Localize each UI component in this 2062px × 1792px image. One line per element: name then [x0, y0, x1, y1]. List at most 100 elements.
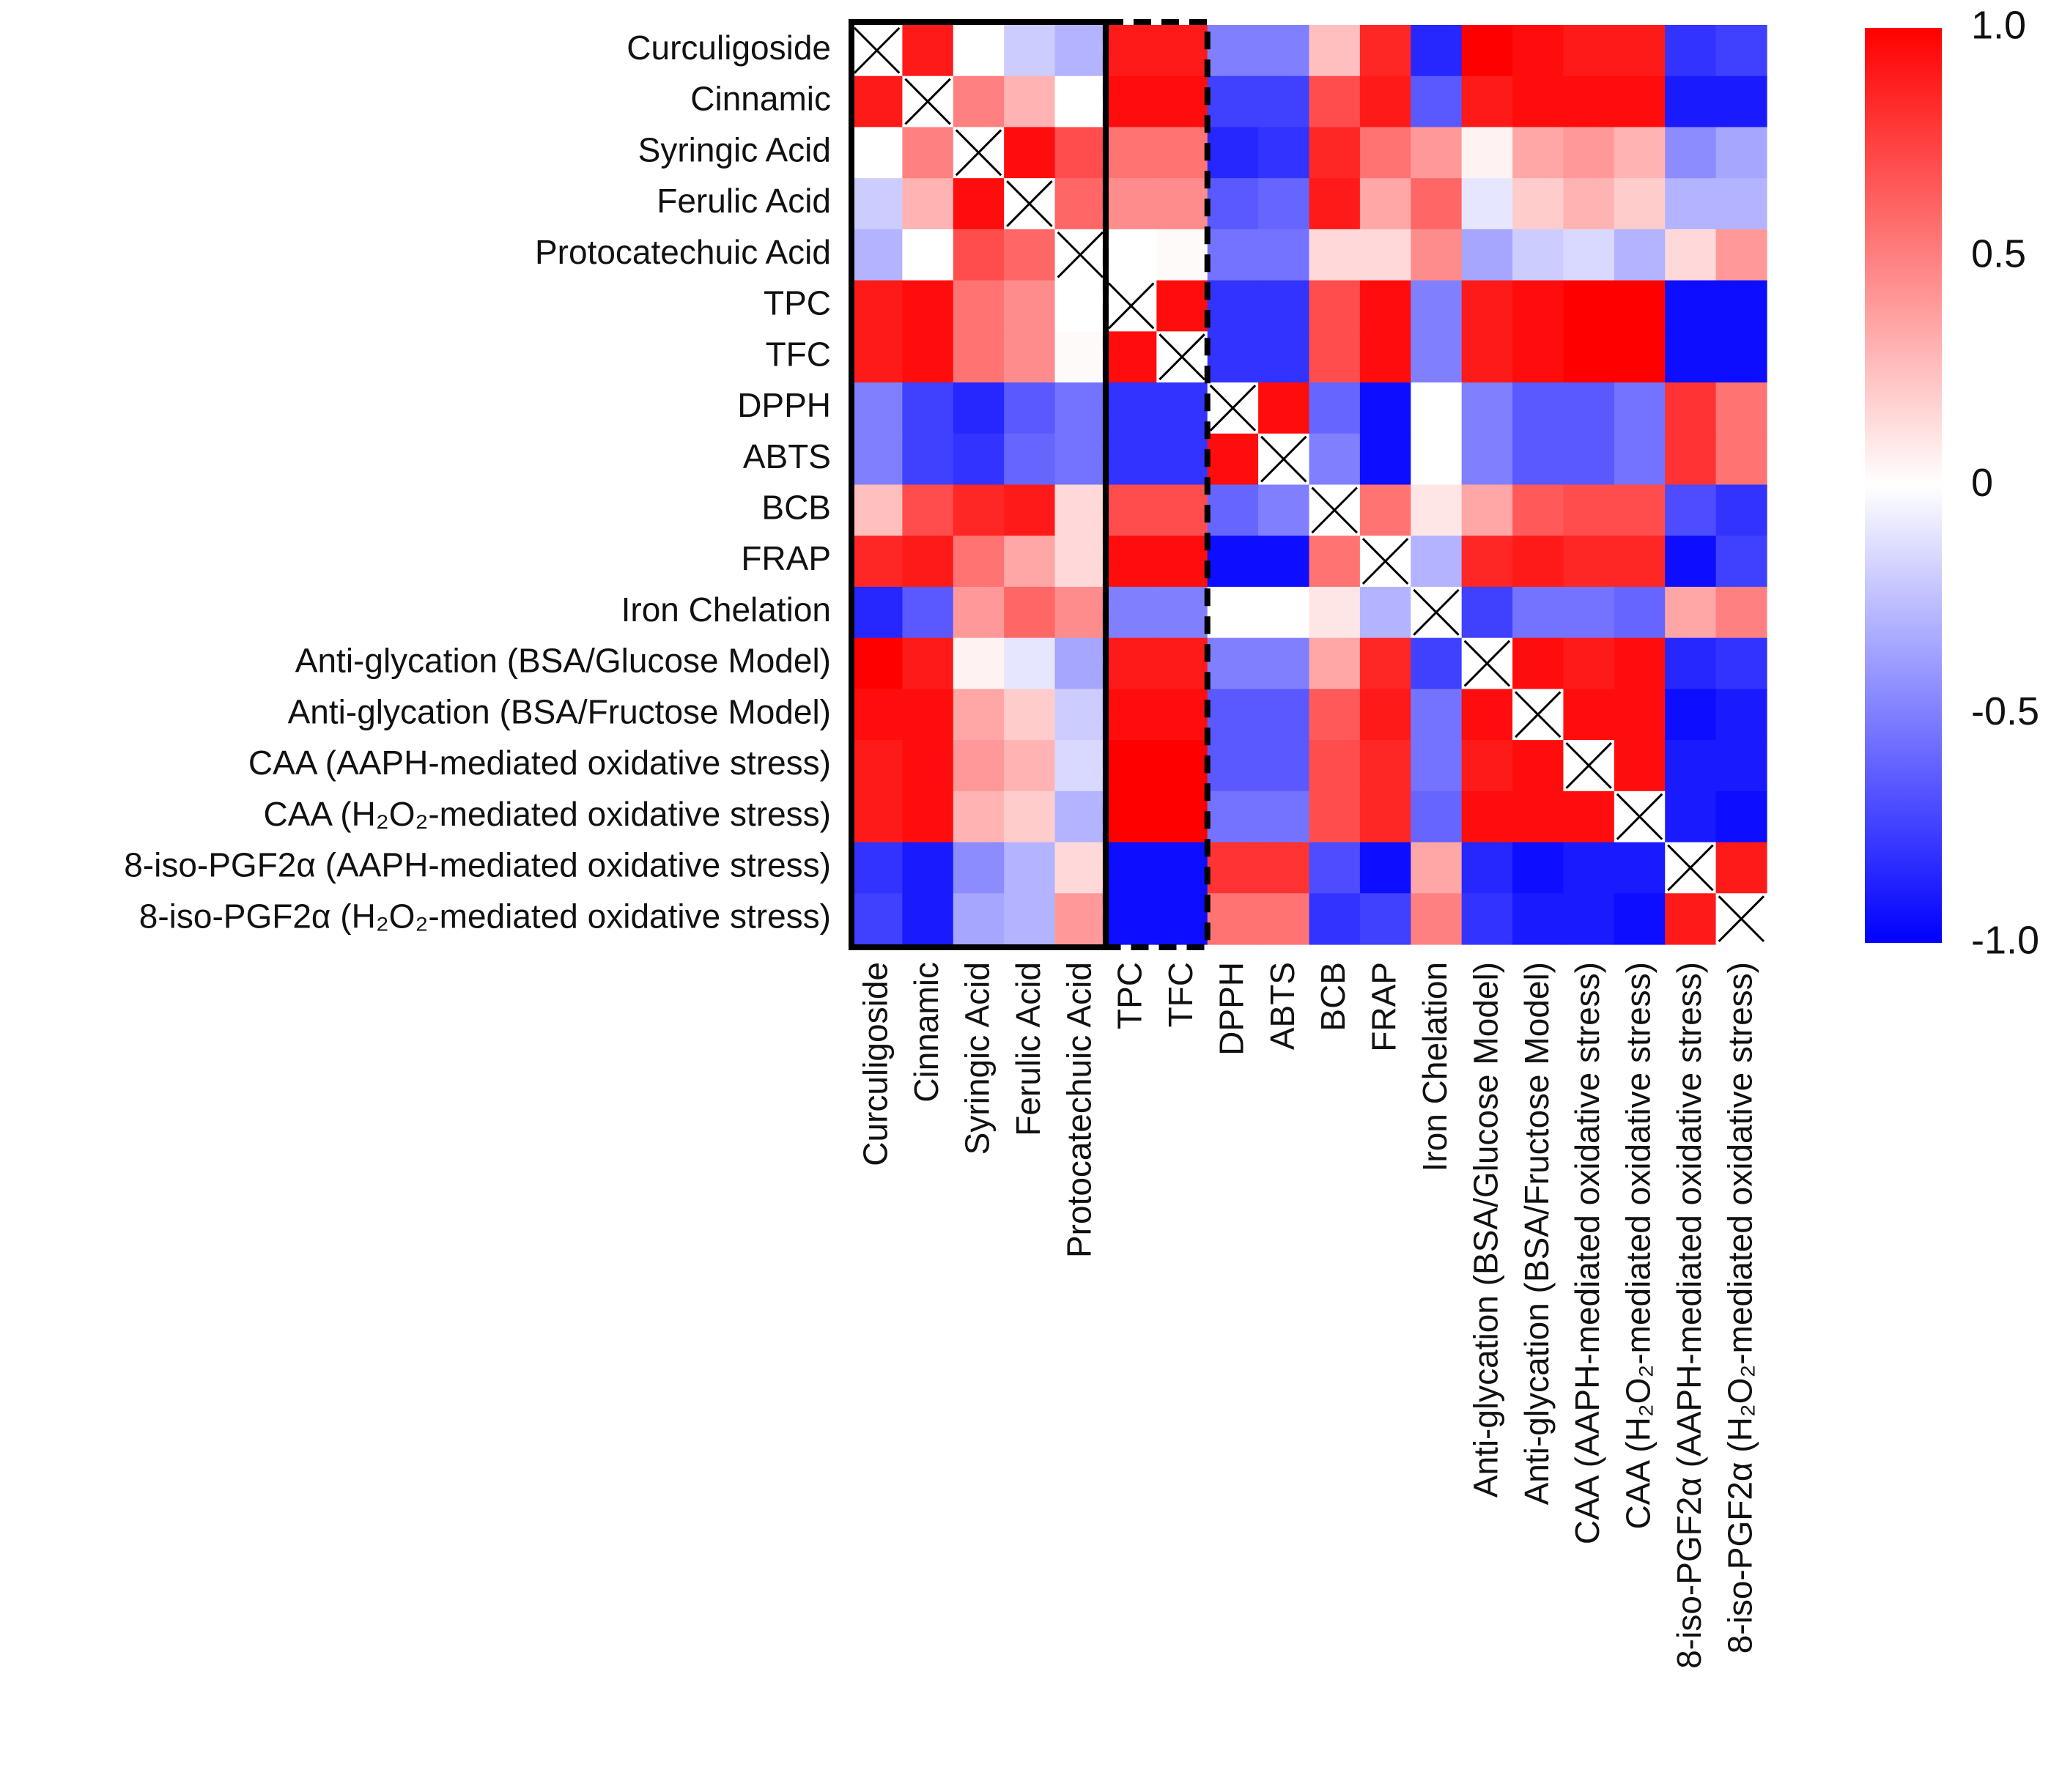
- heatmap-cell: [1715, 637, 1767, 689]
- heatmap-cell: [1715, 127, 1767, 179]
- heatmap-cell: [1665, 382, 1717, 434]
- heatmap-cell: [1359, 25, 1411, 77]
- heatmap-cell: [1054, 280, 1106, 332]
- column-label: FRAP: [1365, 962, 1403, 1052]
- heatmap-cell: [851, 229, 903, 281]
- heatmap-cell: [1614, 433, 1666, 486]
- heatmap-cell: [1054, 842, 1106, 894]
- heatmap-cell: [1105, 331, 1157, 383]
- colorbar-tick-label: -1.0: [1971, 918, 2039, 962]
- heatmap-cell: [1359, 740, 1411, 792]
- heatmap-cell: [1563, 280, 1615, 332]
- heatmap-cell: [1309, 229, 1361, 281]
- heatmap-cell: [953, 75, 1005, 128]
- heatmap-cell: [1563, 25, 1615, 77]
- heatmap-cell: [1461, 740, 1513, 792]
- heatmap-cell: [1004, 127, 1056, 179]
- column-label: Ferulic Acid: [1009, 962, 1047, 1136]
- heatmap-cell: [1004, 25, 1056, 77]
- heatmap-cell: [1258, 586, 1310, 639]
- diagonal-cross-cell: [1461, 637, 1513, 689]
- diagonal-cross-cell: [1563, 740, 1615, 792]
- heatmap-cell: [1715, 536, 1767, 588]
- heatmap-cell: [1512, 382, 1564, 434]
- heatmap-cell: [1411, 331, 1463, 383]
- heatmap-cell: [1563, 536, 1615, 588]
- heatmap-cell: [851, 331, 903, 383]
- heatmap-cell: [1665, 791, 1717, 843]
- heatmap-cell: [1461, 893, 1513, 945]
- heatmap-cell: [1411, 75, 1463, 128]
- heatmap-cell: [1309, 842, 1361, 894]
- heatmap-cell: [1004, 331, 1056, 383]
- heatmap-cell: [1359, 178, 1411, 230]
- heatmap-cell: [1461, 536, 1513, 588]
- heatmap-cell: [1258, 791, 1310, 843]
- heatmap-cell: [1054, 75, 1106, 128]
- heatmap-cell: [953, 178, 1005, 230]
- heatmap-cell: [1461, 75, 1513, 128]
- heatmap-cell: [1359, 689, 1411, 741]
- heatmap-cell: [1004, 280, 1056, 332]
- heatmap-cell: [1665, 433, 1717, 486]
- heatmap-cell: [1004, 433, 1056, 486]
- heatmap-cell: [1411, 842, 1463, 894]
- column-label: BCB: [1314, 962, 1352, 1032]
- heatmap-cell: [1105, 893, 1157, 945]
- heatmap-cell: [1309, 25, 1361, 77]
- heatmap-cell: [1563, 433, 1615, 486]
- heatmap-cell: [1309, 382, 1361, 434]
- row-label: Curculigoside: [627, 29, 831, 67]
- colorbar-gradient: [1865, 28, 1942, 943]
- heatmap-cell: [1309, 178, 1361, 230]
- diagonal-cross-cell: [1105, 280, 1157, 332]
- heatmap-cell: [1665, 689, 1717, 741]
- heatmap-cell: [851, 893, 903, 945]
- heatmap-cell: [1461, 280, 1513, 332]
- column-label: Anti-glycation (BSA/Fructose Model): [1518, 962, 1556, 1505]
- heatmap-cell: [1054, 484, 1106, 536]
- heatmap-cell: [1309, 280, 1361, 332]
- heatmap-cell: [902, 893, 954, 945]
- heatmap-cell: [1156, 893, 1208, 945]
- heatmap-cell: [902, 842, 954, 894]
- heatmap-cell: [1156, 229, 1208, 281]
- heatmap-cell: [902, 740, 954, 792]
- heatmap-cell: [902, 280, 954, 332]
- heatmap-cell: [1359, 842, 1411, 894]
- column-labels: Curculigoside Cinnamic Syringic Acid Feruli…: [857, 962, 1759, 1669]
- heatmap-cell: [1359, 893, 1411, 945]
- heatmap-cell: [1614, 536, 1666, 588]
- heatmap-cell: [1309, 75, 1361, 128]
- column-label: Cinnamic: [907, 962, 945, 1103]
- column-label: ABTS: [1263, 962, 1301, 1050]
- heatmap-cell: [1054, 637, 1106, 689]
- heatmap-cell: [1054, 25, 1106, 77]
- heatmap-cell: [1563, 893, 1615, 945]
- heatmap-cell: [1258, 842, 1310, 894]
- heatmap-cell: [902, 229, 954, 281]
- heatmap-cell: [1411, 25, 1463, 77]
- heatmap-cell: [851, 536, 903, 588]
- heatmap-cell: [1156, 75, 1208, 128]
- diagonal-cross-cell: [1004, 178, 1056, 230]
- heatmap-cell: [1105, 740, 1157, 792]
- heatmap-cell: [1156, 280, 1208, 332]
- column-label: DPPH: [1212, 962, 1250, 1056]
- cells-layer: [851, 25, 1767, 945]
- heatmap-cell: [1054, 127, 1106, 179]
- row-label: Syringic Acid: [638, 130, 831, 169]
- diagonal-cross-cell: [1665, 842, 1717, 894]
- heatmap-cell: [953, 791, 1005, 843]
- heatmap-cell: [1359, 75, 1411, 128]
- heatmap-cell: [1715, 484, 1767, 536]
- heatmap-cell: [1207, 331, 1259, 383]
- column-label: Iron Chelation: [1416, 962, 1454, 1171]
- diagonal-cross-cell: [1715, 893, 1767, 945]
- heatmap-cell: [1105, 586, 1157, 639]
- colorbar-tick-label: 1.0: [1971, 3, 2026, 47]
- colorbar-tick-label: 0: [1971, 461, 1993, 505]
- heatmap-cell: [1614, 689, 1666, 741]
- heatmap-cell: [1512, 178, 1564, 230]
- heatmap-cell: [851, 433, 903, 486]
